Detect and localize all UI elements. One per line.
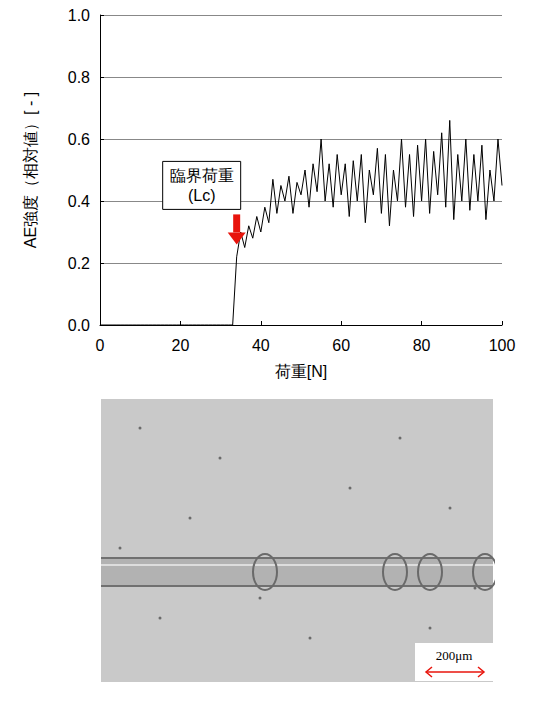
svg-text:20: 20 xyxy=(172,337,190,354)
svg-text:60: 60 xyxy=(332,337,350,354)
svg-text:0.6: 0.6 xyxy=(68,131,90,148)
svg-text:0.4: 0.4 xyxy=(68,193,90,210)
svg-text:AE強度（相対値）[ - ]: AE強度（相対値）[ - ] xyxy=(22,92,39,248)
svg-text:0.0: 0.0 xyxy=(68,317,90,334)
svg-text:荷重[N]: 荷重[N] xyxy=(275,363,327,380)
svg-text:臨界荷重: 臨界荷重 xyxy=(170,167,234,184)
svg-text:200μm: 200μm xyxy=(436,648,473,663)
svg-text:100: 100 xyxy=(489,337,516,354)
svg-text:0.8: 0.8 xyxy=(68,69,90,86)
svg-text:0: 0 xyxy=(96,337,105,354)
svg-text:40: 40 xyxy=(252,337,270,354)
svg-text:1.0: 1.0 xyxy=(68,7,90,24)
svg-text:(Lc): (Lc) xyxy=(188,187,216,204)
svg-text:0.2: 0.2 xyxy=(68,255,90,272)
svg-text:80: 80 xyxy=(413,337,431,354)
